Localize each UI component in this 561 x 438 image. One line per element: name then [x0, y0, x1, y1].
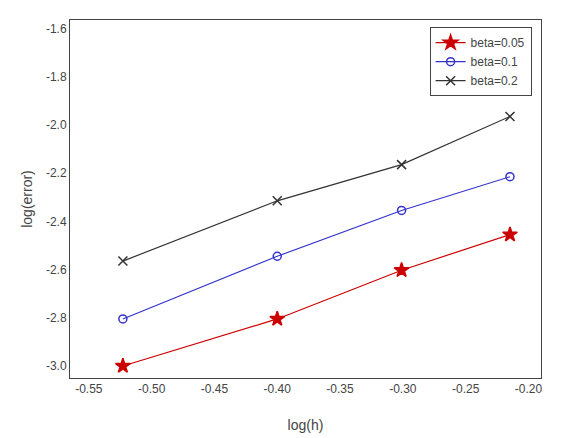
svg-text:beta=0.2: beta=0.2: [471, 74, 518, 88]
svg-text:log(error): log(error): [19, 170, 35, 228]
svg-text:beta=0.1: beta=0.1: [471, 55, 518, 69]
svg-text:-0.55: -0.55: [75, 382, 103, 396]
svg-text:-1.6: -1.6: [46, 22, 67, 36]
svg-text:beta=0.05: beta=0.05: [471, 36, 525, 50]
svg-text:log(h): log(h): [288, 417, 324, 433]
svg-text:-2.6: -2.6: [46, 263, 67, 277]
svg-text:-0.20: -0.20: [515, 382, 543, 396]
svg-text:-0.50: -0.50: [138, 382, 166, 396]
svg-text:-0.40: -0.40: [264, 382, 292, 396]
svg-text:-1.8: -1.8: [46, 70, 67, 84]
svg-text:-3.0: -3.0: [46, 359, 67, 373]
svg-text:-0.45: -0.45: [201, 382, 229, 396]
svg-text:-0.30: -0.30: [389, 382, 417, 396]
svg-text:-2.2: -2.2: [46, 166, 67, 180]
svg-text:-2.8: -2.8: [46, 311, 67, 325]
svg-text:-2.4: -2.4: [46, 215, 67, 229]
svg-text:-2.0: -2.0: [46, 118, 67, 132]
svg-text:-0.35: -0.35: [326, 382, 354, 396]
svg-text:-0.25: -0.25: [452, 382, 480, 396]
